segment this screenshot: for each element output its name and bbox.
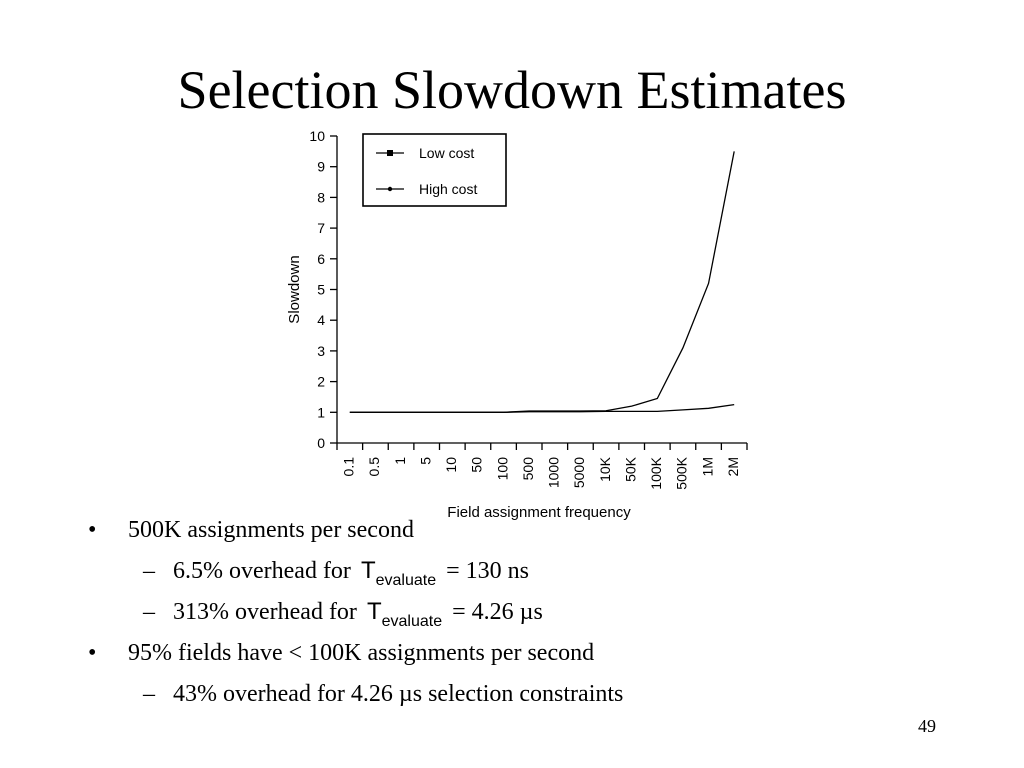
- y-tick-label: 0: [317, 435, 325, 451]
- x-tick-label: 1: [392, 457, 408, 465]
- bullet-list: • 500K assignments per second – 6.5% ove…: [88, 514, 968, 719]
- x-tick-label: 0.5: [366, 457, 382, 477]
- y-tick-label: 3: [317, 343, 325, 359]
- sub-bullet-item: – 313% overhead for Tevaluate = 4.26 µs: [88, 596, 968, 637]
- y-tick-label: 9: [317, 159, 325, 175]
- bullet-text: 95% fields have < 100K assignments per s…: [128, 640, 595, 666]
- x-tick-label: 10: [443, 457, 459, 473]
- legend-label: High cost: [419, 181, 477, 197]
- dash-marker: –: [143, 681, 155, 707]
- t-evaluate-subscript: evaluate: [375, 572, 437, 589]
- legend-box: [362, 133, 507, 207]
- sub-bullet-content: 6.5% overhead for Tevaluate = 130 ns: [173, 555, 529, 590]
- series-line-high-cost: [349, 151, 735, 413]
- x-tick-label: 500: [520, 457, 536, 481]
- y-tick-label: 4: [317, 312, 325, 328]
- t-evaluate-subscript: evaluate: [381, 613, 443, 630]
- x-tick-label: 50: [469, 457, 485, 473]
- x-tick-label: 100K: [648, 456, 664, 489]
- slowdown-line-chart: 0 1 2 3 4 5 6 7 8 9 10 0.1 0.5 1 5 10 50 100 500 1000 5000 10…: [286, 128, 748, 521]
- legend-marker-dot: [387, 186, 393, 192]
- x-tick-label: 5000: [571, 457, 587, 488]
- t-evaluate-value: = 130 ns: [446, 558, 529, 584]
- legend-label: Low cost: [419, 145, 474, 161]
- bullet-item: • 500K assignments per second: [88, 514, 968, 555]
- t-evaluate-value: = 4.26 µs: [452, 599, 543, 625]
- sub-bullet-text: 6.5% overhead for: [173, 558, 351, 584]
- y-tick-label: 7: [317, 220, 325, 236]
- page-number: 49: [918, 716, 936, 736]
- y-tick-label: 6: [317, 251, 325, 267]
- x-tick-label: 1M: [699, 457, 715, 476]
- sub-bullet-item: – 43% overhead for 4.26 µs selection con…: [88, 678, 968, 719]
- y-tick-label: 1: [317, 404, 325, 420]
- x-tick-label: 10K: [597, 456, 613, 482]
- sub-bullet-text: 43% overhead for 4.26 µs selection const…: [173, 681, 624, 707]
- sub-bullet-text: 313% overhead for: [173, 599, 357, 625]
- y-tick-label: 2: [317, 374, 325, 390]
- x-tick-label: 0.1: [341, 457, 357, 477]
- x-tick-label: 5: [417, 457, 433, 465]
- x-tick-label: 500K: [674, 456, 690, 489]
- x-tick-label: 50K: [622, 456, 638, 482]
- bullet-item: • 95% fields have < 100K assignments per…: [88, 637, 968, 678]
- sub-bullet-item: – 6.5% overhead for Tevaluate = 130 ns: [88, 555, 968, 596]
- y-tick-label: 8: [317, 189, 325, 205]
- t-evaluate-symbol: T: [366, 598, 382, 625]
- dash-marker: –: [143, 558, 155, 584]
- x-tick-label: 1000: [546, 457, 562, 488]
- legend-marker-square: [387, 150, 393, 156]
- t-evaluate-symbol: T: [360, 557, 376, 584]
- x-tick-label: 100: [494, 457, 510, 481]
- sub-bullet-content: 313% overhead for Tevaluate = 4.26 µs: [173, 596, 543, 631]
- bullet-marker: •: [88, 517, 97, 543]
- x-axis-label: Field assignment frequency: [447, 504, 631, 521]
- x-tick-label: 2M: [725, 457, 741, 476]
- bullet-text: 500K assignments per second: [128, 517, 414, 543]
- y-tick-label: 5: [317, 282, 325, 298]
- y-tick-label: 10: [309, 128, 325, 144]
- dash-marker: –: [143, 599, 155, 625]
- y-axis-label: Slowdown: [286, 255, 303, 323]
- bullet-marker: •: [88, 640, 97, 666]
- slide-title: Selection Slowdown Estimates: [177, 60, 847, 120]
